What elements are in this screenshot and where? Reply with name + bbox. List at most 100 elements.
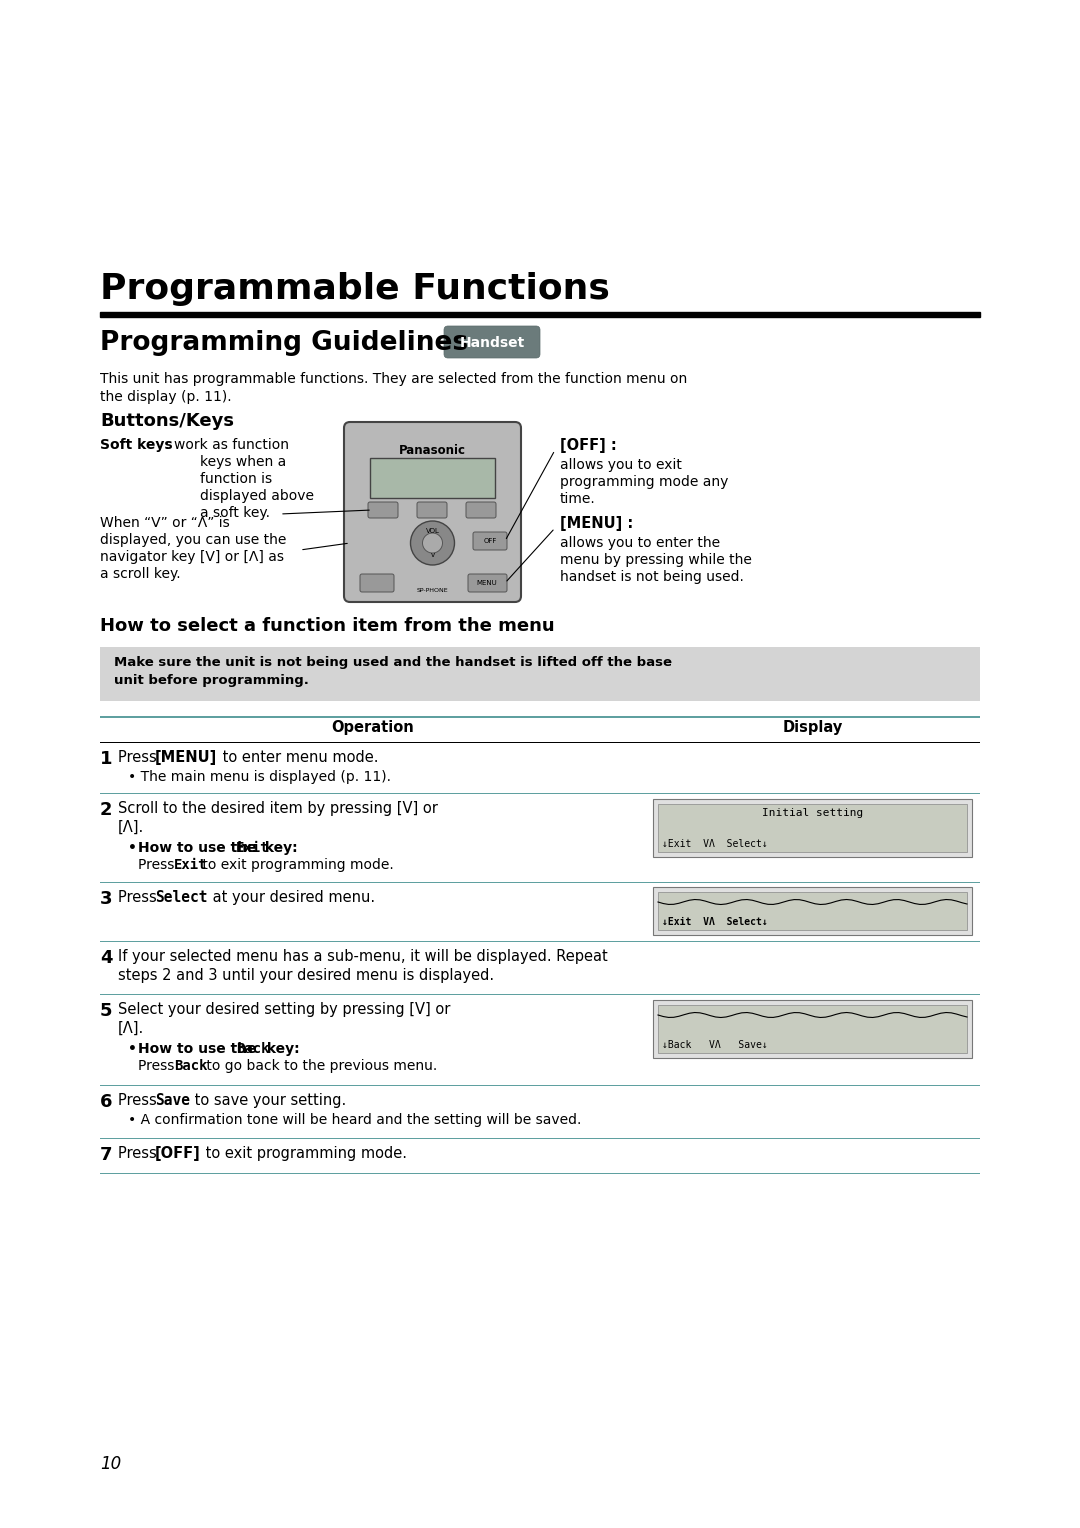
Text: 7: 7 bbox=[100, 1146, 112, 1164]
Text: time.: time. bbox=[561, 492, 596, 506]
FancyBboxPatch shape bbox=[465, 503, 496, 518]
Text: allows you to enter the: allows you to enter the bbox=[561, 536, 720, 550]
Text: •: • bbox=[129, 840, 141, 856]
Text: Exit: Exit bbox=[237, 840, 270, 856]
Text: Press: Press bbox=[138, 859, 179, 872]
Bar bbox=[658, 804, 967, 853]
Text: Programmable Functions: Programmable Functions bbox=[100, 272, 610, 306]
Text: Panasonic: Panasonic bbox=[399, 445, 465, 457]
Bar bbox=[653, 886, 972, 935]
Text: Press: Press bbox=[118, 1093, 161, 1108]
Text: menu by pressing while the: menu by pressing while the bbox=[561, 553, 752, 567]
Text: •: • bbox=[129, 1042, 141, 1056]
Text: Make sure the unit is not being used and the handset is lifted off the base: Make sure the unit is not being used and… bbox=[114, 656, 672, 669]
Text: Programming Guidelines: Programming Guidelines bbox=[100, 330, 468, 356]
Text: • The main menu is displayed (p. 11).: • The main menu is displayed (p. 11). bbox=[129, 770, 391, 784]
Text: ↓Exit  VΛ  Select↓: ↓Exit VΛ Select↓ bbox=[662, 917, 768, 927]
Text: OFF: OFF bbox=[484, 538, 497, 544]
Text: a scroll key.: a scroll key. bbox=[100, 567, 180, 581]
Text: 3: 3 bbox=[100, 889, 112, 908]
Text: Select: Select bbox=[156, 889, 207, 905]
Text: ↓Back   VΛ   Save↓: ↓Back VΛ Save↓ bbox=[662, 1041, 768, 1050]
Text: Press: Press bbox=[118, 1146, 161, 1161]
Text: Soft keys: Soft keys bbox=[100, 439, 173, 452]
Text: Press: Press bbox=[138, 1059, 179, 1073]
FancyBboxPatch shape bbox=[468, 575, 507, 591]
Text: function is: function is bbox=[200, 472, 272, 486]
Text: at your desired menu.: at your desired menu. bbox=[208, 889, 375, 905]
Bar bbox=[100, 646, 980, 701]
Text: When “V” or “Λ” is: When “V” or “Λ” is bbox=[100, 516, 230, 530]
Text: Back: Back bbox=[237, 1042, 270, 1056]
Text: SP-PHONE: SP-PHONE bbox=[417, 587, 448, 593]
Bar bbox=[653, 999, 972, 1057]
Text: 10: 10 bbox=[100, 1455, 121, 1473]
Text: This unit has programmable functions. They are selected from the function menu o: This unit has programmable functions. Th… bbox=[100, 371, 687, 387]
Bar bbox=[658, 892, 967, 931]
Text: displayed above: displayed above bbox=[200, 489, 314, 503]
FancyBboxPatch shape bbox=[473, 532, 507, 550]
Bar bbox=[653, 799, 972, 857]
Text: navigator key [V] or [Λ] as: navigator key [V] or [Λ] as bbox=[100, 550, 284, 564]
Text: • A confirmation tone will be heard and the setting will be saved.: • A confirmation tone will be heard and … bbox=[129, 1112, 581, 1128]
FancyBboxPatch shape bbox=[368, 503, 399, 518]
Text: [MENU]: [MENU] bbox=[156, 750, 217, 766]
Text: 1: 1 bbox=[100, 750, 112, 769]
Text: Operation: Operation bbox=[332, 720, 414, 735]
Text: How to use the: How to use the bbox=[138, 840, 261, 856]
Text: to save your setting.: to save your setting. bbox=[190, 1093, 347, 1108]
Bar bbox=[370, 458, 495, 498]
Circle shape bbox=[422, 533, 443, 553]
Text: the display (p. 11).: the display (p. 11). bbox=[100, 390, 231, 403]
Text: How to use the: How to use the bbox=[138, 1042, 261, 1056]
FancyBboxPatch shape bbox=[345, 422, 521, 602]
Text: MENU: MENU bbox=[476, 581, 498, 587]
Text: Display: Display bbox=[782, 720, 842, 735]
Text: [OFF]: [OFF] bbox=[156, 1146, 201, 1161]
Text: steps 2 and 3 until your desired menu is displayed.: steps 2 and 3 until your desired menu is… bbox=[118, 969, 495, 983]
FancyBboxPatch shape bbox=[417, 503, 447, 518]
Text: to exit programming mode.: to exit programming mode. bbox=[201, 1146, 407, 1161]
Text: to exit programming mode.: to exit programming mode. bbox=[198, 859, 394, 872]
Text: a soft key.: a soft key. bbox=[200, 506, 270, 520]
Text: If your selected menu has a sub-menu, it will be displayed. Repeat: If your selected menu has a sub-menu, it… bbox=[118, 949, 608, 964]
Text: [OFF] :: [OFF] : bbox=[561, 439, 617, 452]
Text: to go back to the previous menu.: to go back to the previous menu. bbox=[202, 1059, 437, 1073]
Text: How to select a function item from the menu: How to select a function item from the m… bbox=[100, 617, 555, 636]
Text: Press: Press bbox=[118, 889, 161, 905]
Text: displayed, you can use the: displayed, you can use the bbox=[100, 533, 286, 547]
Text: ↓Exit  VΛ  Select↓: ↓Exit VΛ Select↓ bbox=[662, 839, 768, 850]
Bar bbox=[658, 1005, 967, 1053]
Text: [Λ].: [Λ]. bbox=[118, 821, 145, 834]
Text: to enter menu mode.: to enter menu mode. bbox=[218, 750, 378, 766]
Text: v: v bbox=[431, 552, 434, 558]
Text: 5: 5 bbox=[100, 1002, 112, 1021]
Text: Select your desired setting by pressing [V] or: Select your desired setting by pressing … bbox=[118, 1002, 450, 1018]
Text: Initial setting: Initial setting bbox=[761, 808, 863, 817]
Text: unit before programming.: unit before programming. bbox=[114, 674, 309, 688]
Text: Back: Back bbox=[174, 1059, 207, 1073]
Bar bbox=[100, 312, 980, 316]
FancyBboxPatch shape bbox=[444, 325, 540, 358]
Text: Handset: Handset bbox=[459, 336, 525, 350]
Text: key:: key: bbox=[260, 840, 298, 856]
Text: Buttons/Keys: Buttons/Keys bbox=[100, 413, 234, 429]
Text: [MENU] :: [MENU] : bbox=[561, 516, 633, 532]
FancyBboxPatch shape bbox=[360, 575, 394, 591]
Text: : work as function: : work as function bbox=[165, 439, 289, 452]
Text: keys when a: keys when a bbox=[200, 455, 286, 469]
Text: Scroll to the desired item by pressing [V] or: Scroll to the desired item by pressing [… bbox=[118, 801, 437, 816]
Text: Exit: Exit bbox=[174, 859, 207, 872]
Text: programming mode any: programming mode any bbox=[561, 475, 728, 489]
Text: Save: Save bbox=[156, 1093, 190, 1108]
Text: 4: 4 bbox=[100, 949, 112, 967]
Text: [Λ].: [Λ]. bbox=[118, 1021, 145, 1036]
Text: key:: key: bbox=[262, 1042, 299, 1056]
Text: 6: 6 bbox=[100, 1093, 112, 1111]
Circle shape bbox=[410, 521, 455, 565]
Text: VOL: VOL bbox=[426, 529, 440, 533]
Text: handset is not being used.: handset is not being used. bbox=[561, 570, 744, 584]
Text: 2: 2 bbox=[100, 801, 112, 819]
Text: Press: Press bbox=[118, 750, 161, 766]
Text: allows you to exit: allows you to exit bbox=[561, 458, 681, 472]
